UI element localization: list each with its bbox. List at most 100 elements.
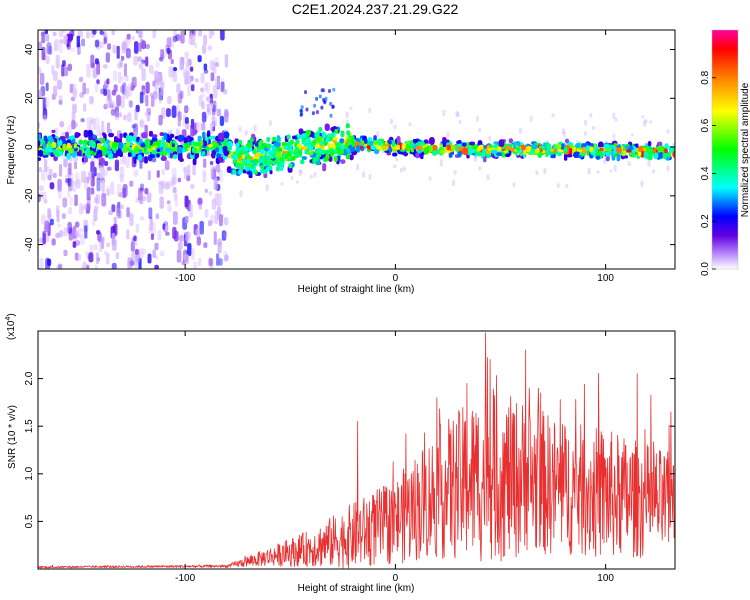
spectrogram-cell — [83, 103, 87, 112]
spectrogram-cell — [82, 144, 87, 149]
spectrogram-cell — [48, 45, 53, 55]
spectrogram-cell — [329, 101, 333, 106]
spectrogram-cell — [177, 120, 182, 127]
spectrogram-cell — [609, 169, 613, 173]
spectrogram-cell — [58, 263, 63, 269]
spectrogram-cell — [179, 234, 184, 242]
spectrogram-cell — [512, 182, 516, 188]
spectrogram-y-tick-label: 0 — [24, 144, 35, 150]
spectrogram-cell — [184, 105, 189, 114]
snr-y-label: SNR (10 * v/v) — [7, 405, 18, 469]
spectrogram-x-ticks: -100 0 100 — [175, 30, 614, 284]
spectrogram-cell — [51, 129, 56, 133]
spectrogram-cell — [46, 42, 52, 55]
spectrogram-cell — [202, 44, 207, 54]
spectrogram-cell — [356, 164, 360, 171]
spectrogram-cell — [71, 139, 76, 144]
spectrogram-cell — [207, 45, 212, 51]
colorbar-tick-label: 0.6 — [700, 118, 711, 132]
spectrogram-cell — [45, 55, 50, 64]
spectrogram-cell — [69, 83, 74, 94]
spectrogram-cell — [190, 84, 195, 92]
spectrogram-cell — [201, 101, 205, 110]
spectrogram-cell — [184, 215, 189, 224]
spectrogram-cell — [120, 76, 125, 82]
spectrogram-cell — [290, 175, 294, 180]
spectrogram-cell — [111, 141, 118, 148]
spectrogram-cell — [351, 135, 355, 140]
spectrogram-cell — [267, 161, 271, 167]
spectrogram-cell — [462, 147, 469, 155]
spectrogram-cell — [214, 210, 218, 224]
spectrogram-cell — [362, 171, 365, 178]
spectrogram-cell — [276, 135, 280, 142]
spectrogram-cell — [653, 152, 659, 160]
spectrogram-cell — [208, 257, 213, 267]
spectrogram-cell — [170, 58, 174, 65]
spectrogram-cell — [192, 129, 198, 134]
spectrogram-cell — [195, 229, 200, 239]
spectrogram-cell — [496, 146, 502, 152]
spectrogram-cell — [296, 134, 302, 139]
spectrogram-cell — [204, 188, 208, 193]
spectrogram-cell — [547, 143, 552, 151]
spectrogram-cell — [145, 81, 150, 94]
spectrogram-cell — [269, 169, 273, 175]
snr-y-tick-label: 1.5 — [24, 419, 35, 433]
spectrogram-cell — [573, 151, 579, 158]
spectrogram-cell — [531, 144, 538, 150]
spectrogram-cell — [266, 137, 271, 142]
spectrogram-cell — [616, 153, 621, 162]
spectrogram-cell — [44, 151, 49, 155]
spectrogram-cell — [295, 153, 300, 159]
spectrogram-cell — [121, 40, 127, 54]
spectrogram-cell — [160, 49, 165, 60]
spectrogram-cell — [233, 154, 238, 160]
spectrogram-cell — [203, 69, 209, 74]
spectrogram-cell — [207, 220, 213, 227]
spectrogram-cell — [95, 230, 101, 235]
spectrogram-cell — [66, 142, 71, 149]
spectrogram-cell — [121, 55, 125, 61]
spectrogram-cell — [461, 142, 467, 147]
spectrogram-cell — [86, 31, 90, 39]
spectrogram-cell — [474, 156, 478, 162]
spectrogram-cell — [85, 202, 91, 211]
spectrogram-cell — [96, 177, 101, 192]
spectrogram-cell — [192, 158, 197, 166]
spectrogram-cell — [223, 131, 230, 139]
spectrogram-cell — [223, 250, 228, 263]
spectrogram-cell — [55, 54, 60, 69]
spectrogram-cell — [390, 118, 393, 125]
spectrogram-cell — [456, 140, 462, 144]
spectrogram-cell — [92, 134, 97, 139]
spectrogram-cell — [74, 161, 77, 170]
spectrogram-cell — [368, 173, 372, 180]
spectrogram-cell — [320, 88, 324, 93]
spectrogram-cell — [114, 136, 118, 144]
spectrogram-cell — [415, 145, 422, 151]
spectrogram-cell — [134, 146, 140, 153]
spectrogram-cell — [214, 57, 219, 65]
spectrogram-cell — [330, 150, 335, 156]
spectrogram-cell — [126, 33, 131, 40]
spectrogram-cell — [80, 118, 85, 123]
spectrogram-cell — [81, 170, 86, 183]
spectrogram-cell — [135, 104, 140, 113]
spectrogram-cell — [152, 141, 159, 146]
spectrogram-cell — [321, 131, 326, 137]
spectrogram-cell — [666, 129, 670, 134]
spectrogram-cell — [298, 169, 302, 176]
spectrogram-cell — [103, 250, 108, 256]
spectrogram-cell — [52, 172, 57, 178]
spectrogram-cell — [198, 140, 204, 147]
spectrogram-cell — [55, 205, 60, 218]
spectrogram-cell — [251, 168, 256, 174]
spectrogram-cell — [96, 61, 100, 75]
spectrogram-cell — [276, 146, 281, 152]
spectrogram-cell — [238, 139, 242, 145]
spectrogram-cell — [296, 180, 299, 184]
spectrogram-cell — [288, 143, 293, 148]
spectrogram-cell — [74, 147, 78, 152]
spectrogram-cell — [650, 148, 654, 154]
